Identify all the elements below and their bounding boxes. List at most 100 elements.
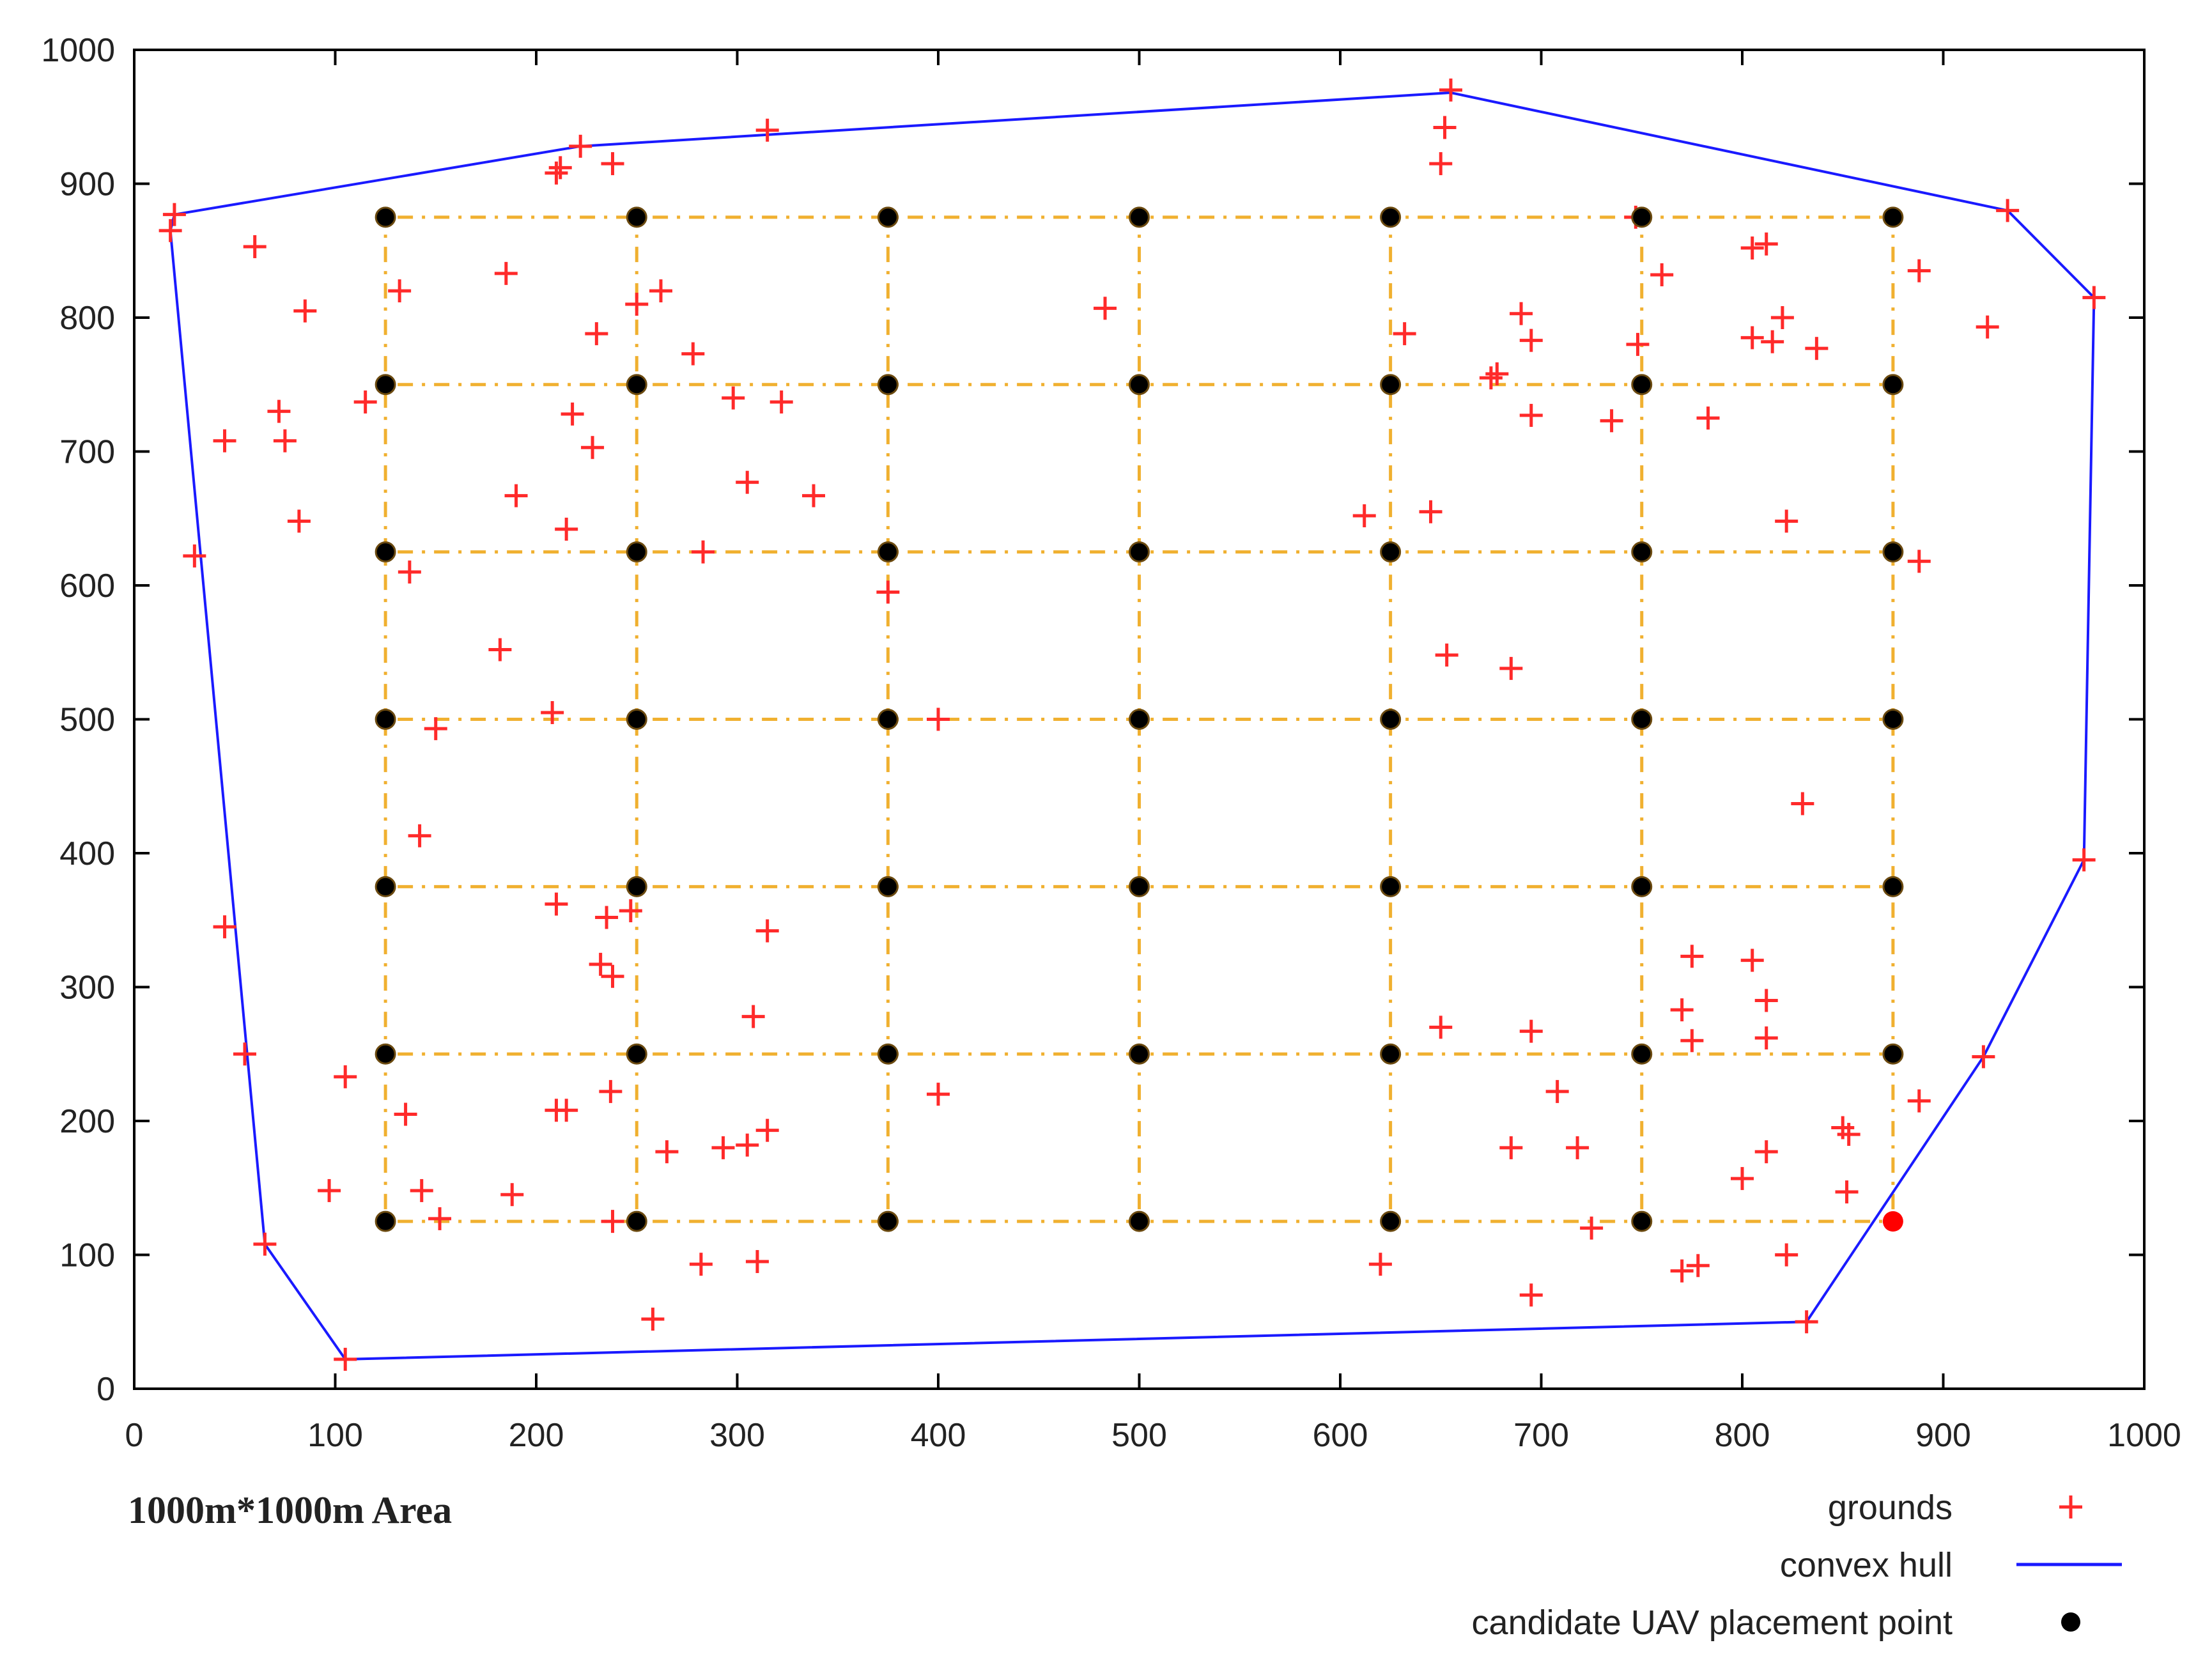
ground-point [585, 322, 608, 346]
candidate-point [877, 374, 899, 396]
ground-point [555, 518, 578, 541]
ground-point [1740, 948, 1764, 972]
candidate-point [375, 374, 396, 396]
ground-point [619, 899, 642, 923]
candidate-point [626, 206, 647, 228]
candidate-point [877, 709, 899, 730]
ground-point [273, 429, 297, 452]
ground-point [388, 279, 412, 303]
ground-point [500, 1183, 524, 1207]
ground-point [927, 707, 950, 731]
ground-point [599, 1079, 623, 1103]
ground-point [1680, 1029, 1704, 1053]
ground-point [2082, 286, 2106, 309]
ground-point [711, 1136, 735, 1159]
highlighted-candidate-layer [1882, 1211, 1903, 1232]
ground-point [494, 261, 518, 285]
x-tick-label: 700 [1513, 1417, 1569, 1454]
ground-point [253, 1232, 277, 1256]
candidate-point [877, 876, 899, 897]
y-tick-label: 700 [59, 434, 115, 471]
x-tick-label: 400 [911, 1417, 966, 1454]
candidate-point [1882, 206, 1904, 228]
candidate-point [1380, 709, 1402, 730]
ground-point [408, 824, 431, 847]
ground-point [736, 1133, 759, 1157]
candidate-point [1882, 374, 1904, 396]
axes [133, 49, 2146, 1390]
ground-point [655, 1140, 679, 1164]
candidate-point [1631, 1043, 1653, 1065]
candidate-point [1129, 206, 1150, 228]
ground-point [394, 1102, 417, 1126]
legend-entry: grounds [1828, 1488, 2082, 1527]
candidate-point [1631, 876, 1653, 897]
candidate-point [1631, 206, 1653, 228]
grounds-series [159, 78, 2106, 1371]
ground-point [488, 638, 512, 661]
ground-point [1976, 315, 1999, 339]
ground-point [424, 717, 447, 741]
ground-point [595, 906, 619, 929]
ground-point [1670, 1259, 1694, 1283]
candidate-point [1882, 709, 1904, 730]
ground-point [722, 386, 745, 410]
ground-point [876, 580, 900, 604]
ground-point [1429, 1016, 1453, 1039]
legend-entry: candidate UAV placement point [1472, 1603, 2080, 1642]
candidate-point [375, 541, 396, 563]
highlighted-candidate-point [1882, 1211, 1903, 1232]
ground-point [1907, 1089, 1931, 1113]
ground-point [1972, 1045, 1995, 1069]
convex-hull-series [169, 91, 2096, 1361]
ground-point [1626, 332, 1650, 356]
ground-point [1775, 1243, 1798, 1267]
y-tick-label: 400 [59, 835, 115, 872]
y-tick-label: 0 [97, 1371, 115, 1408]
ground-point [741, 1005, 765, 1028]
ground-point [692, 540, 715, 564]
candidate-point [1631, 541, 1653, 563]
candidate-point [375, 1043, 396, 1065]
ground-point [755, 118, 779, 142]
ground-point [1545, 1079, 1569, 1103]
ground-point [548, 156, 572, 180]
candidate-point [1882, 541, 1904, 563]
ground-point [1479, 366, 1503, 390]
ground-point [1600, 409, 1623, 433]
ground-point [545, 161, 568, 185]
ground-point [267, 399, 291, 423]
ground-point [353, 390, 377, 413]
ground-point [1795, 1310, 1818, 1334]
candidate-point [375, 1210, 396, 1232]
ground-point [1731, 1167, 1754, 1191]
ground-point [1510, 302, 1533, 325]
ground-point [927, 1083, 950, 1106]
candidate-point [1129, 541, 1150, 563]
ground-point [1907, 259, 1931, 282]
ground-point [1907, 550, 1931, 573]
ground-point [601, 152, 624, 176]
candidate-point [626, 709, 647, 730]
legend-label: candidate UAV placement point [1472, 1603, 1953, 1642]
x-tick-label: 600 [1313, 1417, 1368, 1454]
ground-point [736, 470, 759, 494]
ground-point [1740, 326, 1764, 350]
candidate-point [1129, 876, 1150, 897]
ground-point [243, 235, 267, 258]
ground-point [1696, 406, 1720, 430]
ground-point [162, 203, 186, 226]
ground-point [233, 1042, 256, 1066]
ground-point [1761, 330, 1784, 353]
ground-point [1770, 306, 1794, 329]
ground-point [1754, 1140, 1778, 1164]
legend-grounds-symbol [2059, 1495, 2082, 1518]
x-tick-label: 500 [1111, 1417, 1167, 1454]
candidate-point [626, 541, 647, 563]
ground-point [601, 1210, 624, 1233]
ground-point [1094, 297, 1117, 320]
candidate-point [1631, 1210, 1653, 1232]
y-tick-label: 500 [59, 702, 115, 739]
candidate-point [1129, 709, 1150, 730]
ground-point [581, 436, 605, 460]
